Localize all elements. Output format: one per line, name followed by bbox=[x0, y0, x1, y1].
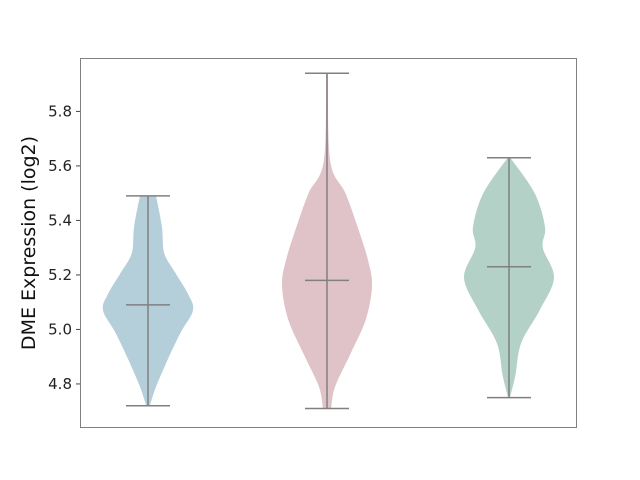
y-tick-label: 5.6 bbox=[48, 157, 72, 175]
y-tick-label: 4.8 bbox=[48, 375, 72, 393]
violin-1 bbox=[102, 195, 194, 407]
y-tick-label: 5.2 bbox=[48, 266, 72, 284]
plot-frame bbox=[80, 58, 577, 428]
y-axis-label: DME Expression (log2) bbox=[18, 136, 40, 350]
y-axis: 4.8 5.0 5.2 5.4 5.6 5.8 bbox=[48, 102, 80, 393]
violin-3 bbox=[463, 156, 555, 399]
violins bbox=[102, 72, 555, 410]
y-tick-label: 5.0 bbox=[48, 320, 72, 338]
violin-2 bbox=[281, 72, 373, 410]
y-tick-label: 5.8 bbox=[48, 102, 72, 120]
y-tick-label: 5.4 bbox=[48, 211, 72, 229]
